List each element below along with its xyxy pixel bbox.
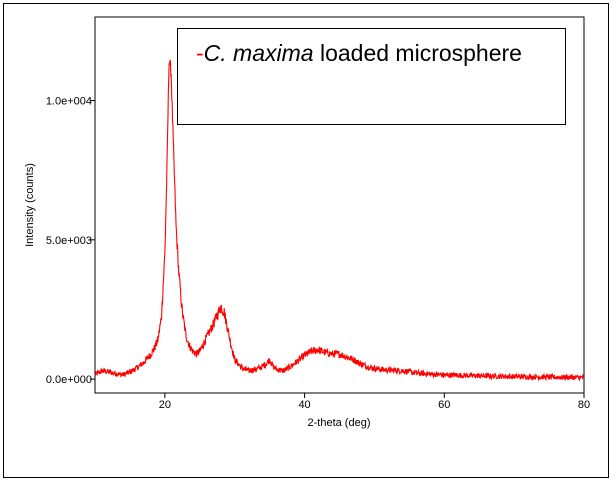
x-axis-label: 2-theta (deg) bbox=[308, 417, 371, 429]
x-tick-label: 60 bbox=[438, 399, 450, 411]
y-tick-label: 5.0e+003 bbox=[46, 235, 92, 247]
y-tick-label: 0.0e+000 bbox=[46, 374, 92, 386]
legend-label: loaded microsphere bbox=[313, 40, 522, 66]
x-axis: 20 40 60 80 bbox=[159, 393, 590, 411]
series-line bbox=[94, 59, 585, 382]
x-tick-label: 20 bbox=[159, 399, 171, 411]
x-tick-label: 40 bbox=[298, 399, 310, 411]
legend-species-name: C. maxima bbox=[203, 40, 314, 66]
plot-area-border bbox=[94, 16, 585, 394]
y-axis-label: Intensity (counts) bbox=[24, 163, 36, 247]
legend-marker: - bbox=[196, 40, 204, 66]
legend-box bbox=[177, 28, 566, 125]
legend-entry: -C. maxima loaded microsphere bbox=[196, 40, 522, 67]
y-axis: 0.0e+000 5.0e+003 1.0e+004 bbox=[46, 96, 95, 386]
x-tick-label: 80 bbox=[578, 399, 590, 411]
y-tick-label: 1.0e+004 bbox=[46, 96, 92, 108]
